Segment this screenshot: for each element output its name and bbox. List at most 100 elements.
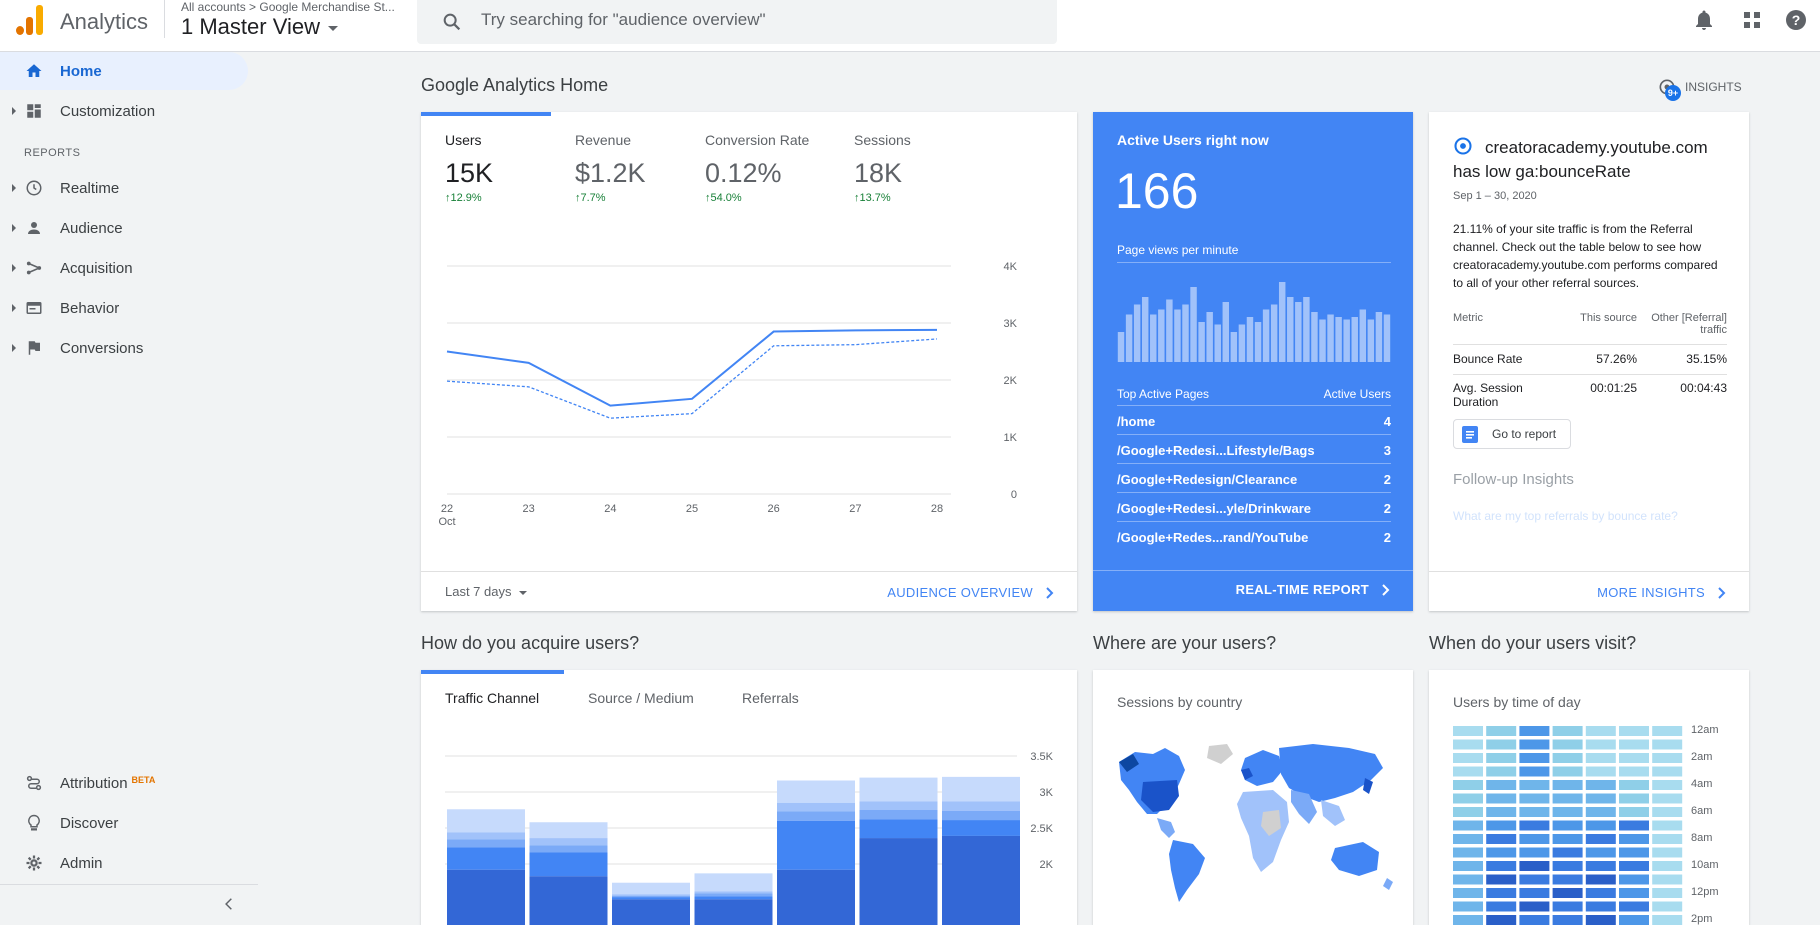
pageview-bar	[1182, 304, 1189, 362]
stacked-bar-segment	[447, 869, 525, 925]
pageview-bar	[1141, 297, 1149, 362]
apps-grid-icon[interactable]	[1740, 8, 1764, 32]
notifications-bell-icon[interactable]	[1692, 8, 1716, 32]
pageview-bar	[1303, 297, 1310, 362]
realtime-report-link[interactable]: REAL-TIME REPORT	[1236, 581, 1391, 599]
heatmap-cell	[1585, 834, 1616, 844]
active-page-row[interactable]: /Google+Redes...rand/YouTube 2	[1117, 521, 1391, 550]
pageview-bar	[1198, 322, 1205, 362]
metric-tab-sessions[interactable]: Sessions 18K ↑13.7%	[854, 132, 911, 204]
sidebar-item-audience[interactable]: Audience	[0, 209, 248, 247]
y-tick-label: 2K	[1040, 859, 1054, 871]
stacked-bar-segment	[612, 895, 690, 898]
x-tick-label: 24	[604, 503, 616, 515]
more-insights-link[interactable]: MORE INSIGHTS	[1597, 584, 1727, 602]
active-page-row[interactable]: /Google+Redesign/Clearance 2	[1117, 463, 1391, 492]
heatmap-cell	[1453, 861, 1483, 871]
sidebar-item-behavior[interactable]: Behavior	[0, 289, 248, 327]
metric-change-value: 54.0%	[710, 192, 742, 204]
map-central-america	[1157, 818, 1175, 838]
heatmap-cell	[1619, 753, 1649, 763]
heatmap-cell	[1486, 793, 1517, 804]
followup-question[interactable]: What are my top referrals by bounce rate…	[1453, 509, 1678, 523]
heatmap-cell	[1453, 820, 1483, 831]
tab-source-medium[interactable]: Source / Medium	[588, 690, 694, 706]
heatmap-cell	[1486, 834, 1517, 844]
pageview-bar	[1230, 332, 1238, 362]
heatmap-cell	[1552, 834, 1583, 844]
heatmap-cell	[1486, 753, 1517, 763]
header-divider	[164, 0, 165, 38]
heatmap-cell	[1519, 793, 1550, 804]
footer-link-label: AUDIENCE OVERVIEW	[887, 585, 1033, 600]
y-tick-label: 3.5K	[1030, 751, 1053, 763]
insights-button[interactable]: 9+ INSIGHTS	[1657, 77, 1747, 103]
heatmap-cell	[1519, 766, 1550, 777]
active-page-row[interactable]: /home 4	[1117, 405, 1391, 434]
sidebar-item-customization[interactable]: Customization	[0, 92, 248, 130]
sidebar-item-label: Home	[60, 63, 102, 80]
heatmap-cell	[1585, 820, 1616, 831]
sidebar-item-conversions[interactable]: Conversions	[0, 329, 248, 367]
stacked-bar-segment	[942, 820, 1020, 836]
search-bar[interactable]	[417, 0, 1057, 44]
active-page-row[interactable]: /Google+Redesi...Lifestyle/Bags 3	[1117, 434, 1391, 463]
page-users: 2	[1383, 530, 1391, 545]
sidebar-item-attribution[interactable]: Attribution BETA	[0, 764, 248, 802]
go-to-report-label: Go to report	[1492, 427, 1557, 441]
footer-link-label: MORE INSIGHTS	[1597, 585, 1705, 600]
search-input[interactable]	[481, 10, 1041, 30]
sidebar-item-discover[interactable]: Discover	[0, 804, 248, 842]
audience-overview-link[interactable]: AUDIENCE OVERVIEW	[887, 584, 1055, 602]
breadcrumb[interactable]: All accounts > Google Merchandise St...	[181, 0, 395, 14]
world-map[interactable]	[1113, 740, 1403, 910]
sidebar-item-home[interactable]: Home	[0, 52, 248, 90]
page-title: Google Analytics Home	[421, 75, 609, 95]
collapse-sidebar-icon[interactable]	[222, 897, 236, 911]
sidebar-item-realtime[interactable]: Realtime	[0, 169, 248, 207]
metric-change: ↑12.9%	[445, 192, 482, 204]
stacked-bar-segment	[612, 894, 690, 896]
date-range-dropdown[interactable]: Last 7 days	[445, 584, 527, 599]
heatmap-cell	[1486, 726, 1517, 736]
metric-tab-conversion-rate[interactable]: Conversion Rate 0.12% ↑54.0%	[705, 132, 809, 204]
help-icon[interactable]: ?	[1784, 8, 1808, 32]
pageview-bar	[1133, 304, 1141, 362]
sidebar-item-label: Attribution BETA	[60, 775, 155, 792]
heatmap-cell	[1486, 739, 1517, 750]
report-icon	[1462, 426, 1478, 443]
app-name: Analytics	[60, 9, 149, 34]
stacked-bar-segment	[612, 882, 690, 895]
expand-caret-icon	[12, 344, 16, 352]
sidebar-item-acquisition[interactable]: Acquisition	[0, 249, 248, 287]
stacked-bar-segment	[529, 838, 608, 846]
y-tick-label: 2.5K	[1030, 823, 1053, 835]
metric-tab-users[interactable]: Users 15K ↑12.9%	[445, 132, 493, 204]
map-australia	[1331, 842, 1379, 876]
active-users-header: Active Users	[1323, 387, 1391, 401]
map-europe	[1241, 750, 1283, 786]
view-selector[interactable]: 1 Master View	[181, 14, 338, 40]
sidebar-item-admin[interactable]: Admin	[0, 844, 248, 882]
tab-referrals[interactable]: Referrals	[742, 690, 799, 706]
expand-caret-icon	[12, 224, 16, 232]
go-to-report-button[interactable]: Go to report	[1453, 419, 1571, 449]
overview-card: Users 15K ↑12.9% Revenue $1.2K ↑7.7% Con…	[421, 112, 1077, 611]
tab-traffic-channel[interactable]: Traffic Channel	[445, 690, 540, 706]
heatmap-cell	[1519, 834, 1550, 844]
analytics-logo[interactable]	[16, 5, 44, 35]
metric-tab-revenue[interactable]: Revenue $1.2K ↑7.7%	[575, 132, 646, 204]
heatmap-cell	[1585, 901, 1616, 912]
row-other-traffic: 00:04:43	[1680, 381, 1727, 395]
insight-card: creatoracademy.youtube.com has low ga:bo…	[1429, 112, 1749, 611]
metric-value: 18K	[854, 158, 903, 188]
metric-label: Conversion Rate	[705, 132, 810, 148]
active-page-row[interactable]: /Google+Redesi...yle/Drinkware 2	[1117, 492, 1391, 521]
col-other-traffic: Other [Referral] traffic	[1651, 312, 1727, 336]
stacked-bar-segment	[942, 835, 1020, 925]
heatmap-cell	[1453, 766, 1483, 777]
divider	[1453, 344, 1727, 345]
map-india	[1291, 790, 1317, 824]
heatmap-cell	[1652, 766, 1683, 777]
heatmap-cell	[1486, 766, 1517, 777]
